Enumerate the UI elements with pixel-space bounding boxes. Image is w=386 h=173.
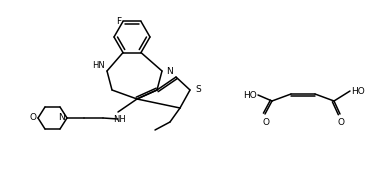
Text: NH: NH bbox=[113, 115, 125, 124]
Text: HN: HN bbox=[92, 61, 105, 70]
Text: N: N bbox=[166, 67, 173, 76]
Text: O: O bbox=[262, 118, 269, 127]
Text: HO: HO bbox=[351, 86, 365, 95]
Text: O: O bbox=[29, 113, 36, 122]
Text: S: S bbox=[195, 85, 201, 94]
Text: F: F bbox=[116, 17, 121, 26]
Text: HO: HO bbox=[243, 90, 257, 99]
Text: N: N bbox=[58, 113, 65, 122]
Text: O: O bbox=[337, 118, 344, 127]
